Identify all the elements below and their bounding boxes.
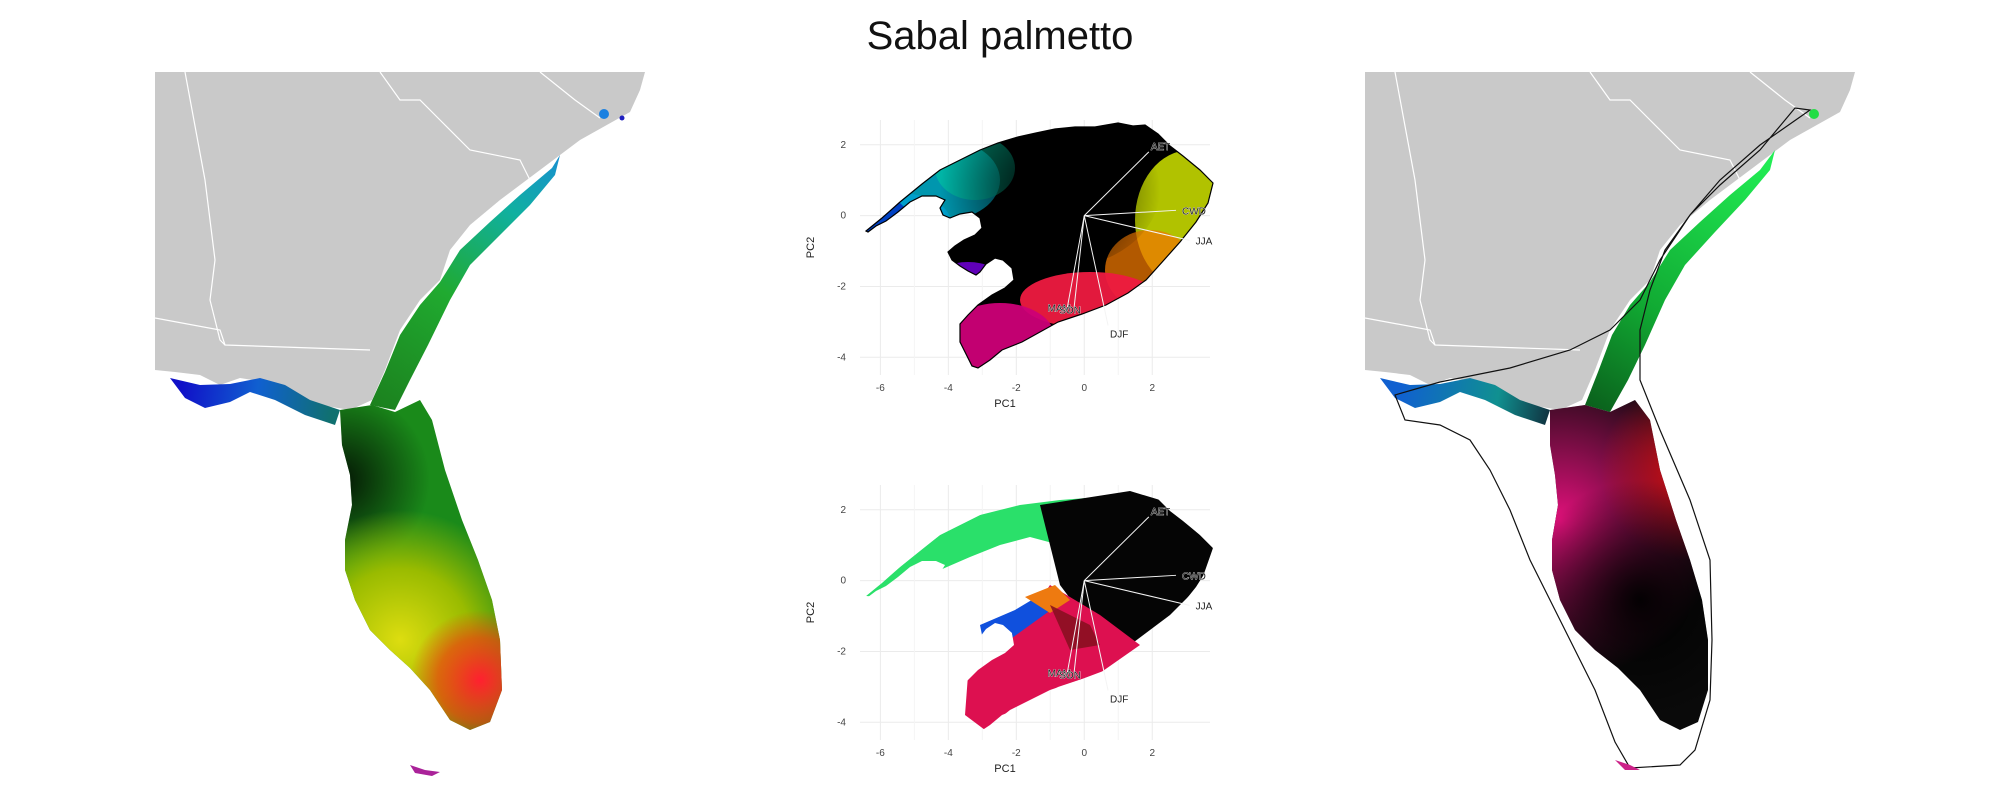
coastal-strip xyxy=(1585,150,1775,412)
loading-arrow-mam xyxy=(1066,215,1085,308)
loading-label-jja: JJA xyxy=(1196,601,1213,612)
land-mass xyxy=(1365,72,1855,410)
loading-label-cwd: CWD xyxy=(1182,206,1206,217)
loading-arrow-aet xyxy=(1083,151,1150,216)
sc-point xyxy=(599,109,609,119)
x-tick-label: 0 xyxy=(1081,748,1087,759)
x-tick-label: -6 xyxy=(876,383,885,394)
range-outline xyxy=(1394,107,1812,769)
x-tick-label: 0 xyxy=(1081,383,1087,394)
x-axis-label: PC1 xyxy=(994,398,1015,410)
loading-arrow-cwd xyxy=(1084,574,1177,582)
x-tick-label: -2 xyxy=(1012,383,1021,394)
y-tick-label: 2 xyxy=(840,505,846,516)
state-borders xyxy=(1364,71,1811,351)
loading-label-aet: AET xyxy=(1151,507,1170,518)
y-tick-label: -4 xyxy=(837,352,846,363)
loading-arrow-mam xyxy=(1066,580,1085,673)
keys xyxy=(410,765,440,776)
pca-point-cloud xyxy=(866,491,1213,730)
x-axis-label: PC1 xyxy=(994,763,1015,775)
right-map xyxy=(1364,71,1855,770)
y-tick-label: -4 xyxy=(837,717,846,728)
loading-arrow-jja xyxy=(1084,215,1190,241)
loading-arrow-son xyxy=(1073,215,1085,308)
loading-arrow-djf xyxy=(1083,215,1109,326)
left-map xyxy=(154,71,645,776)
loading-label-son: SON xyxy=(1059,306,1081,317)
panhandle-strip xyxy=(170,378,340,425)
y-tick-label: -2 xyxy=(837,646,846,657)
loading-arrow-djf xyxy=(1083,580,1109,691)
loading-label-aet: AET xyxy=(1151,142,1170,153)
y-axis-label: PC2 xyxy=(805,237,817,258)
plot-axes: -6 -4 -2 0 2 2 0 -2 -4 PC1 PC2 xyxy=(805,505,1155,775)
y-tick-label: 0 xyxy=(840,576,846,587)
x-tick-label: -4 xyxy=(944,383,953,394)
x-tick-label: -4 xyxy=(944,748,953,759)
loading-arrow-aet xyxy=(1083,516,1150,581)
hull-outline xyxy=(864,122,1214,369)
x-tick-label: -2 xyxy=(1012,748,1021,759)
sc-point xyxy=(1809,109,1819,119)
x-tick-label: 2 xyxy=(1149,383,1155,394)
loading-label-son: SON xyxy=(1059,671,1081,682)
coastal-strip xyxy=(370,155,560,410)
loading-arrow-cwd xyxy=(1084,209,1177,217)
figure-title: Sabal palmetto xyxy=(866,14,1134,58)
loading-arrow-son xyxy=(1073,580,1085,673)
loading-label-mam: MAM xyxy=(1048,304,1071,315)
loading-label-djf: DJF xyxy=(1110,694,1128,705)
y-tick-label: 2 xyxy=(840,140,846,151)
land-mass xyxy=(155,72,645,410)
loading-label-mam: MAM xyxy=(1048,669,1071,680)
loading-label-djf: DJF xyxy=(1110,329,1128,340)
y-tick-label: 0 xyxy=(840,211,846,222)
x-tick-label: -6 xyxy=(876,748,885,759)
x-tick-label: 2 xyxy=(1149,748,1155,759)
plot-axes: -6 -4 -2 0 2 2 0 -2 -4 PC1 PC2 xyxy=(805,140,1155,410)
y-axis-label: PC2 xyxy=(805,602,817,623)
loading-label-cwd: CWD xyxy=(1182,571,1206,582)
state-borders xyxy=(154,71,601,351)
loading-label-jja: JJA xyxy=(1196,236,1213,247)
panhandle-strip xyxy=(1380,378,1550,425)
y-tick-label: -2 xyxy=(837,281,846,292)
loading-arrow-jja xyxy=(1084,580,1190,606)
